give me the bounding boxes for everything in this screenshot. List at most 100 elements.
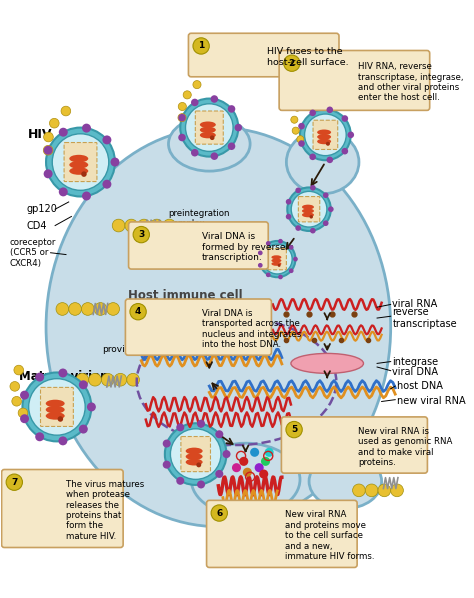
Circle shape	[326, 142, 330, 146]
Text: HIV RNA, reverse
transcriptase, integrase,
and other viral proteins
enter the ho: HIV RNA, reverse transcriptase, integras…	[358, 62, 464, 102]
Circle shape	[258, 263, 263, 268]
Circle shape	[222, 450, 230, 458]
Circle shape	[345, 522, 357, 535]
Ellipse shape	[46, 412, 64, 420]
Text: New viral RNA is
used as genomic RNA
and to make viral
proteins.: New viral RNA is used as genomic RNA and…	[358, 427, 452, 467]
Circle shape	[20, 414, 29, 423]
Circle shape	[193, 81, 201, 89]
Circle shape	[52, 134, 109, 190]
Circle shape	[56, 303, 69, 315]
Circle shape	[298, 123, 305, 129]
Circle shape	[35, 373, 44, 382]
Ellipse shape	[46, 399, 64, 407]
Circle shape	[278, 264, 281, 267]
Text: 5: 5	[291, 425, 297, 434]
Circle shape	[58, 416, 63, 422]
Circle shape	[102, 135, 111, 144]
Circle shape	[291, 191, 327, 227]
Circle shape	[49, 118, 59, 128]
Ellipse shape	[317, 130, 331, 135]
Circle shape	[58, 368, 67, 377]
Text: 1: 1	[198, 41, 204, 50]
Circle shape	[215, 470, 223, 478]
Circle shape	[365, 484, 378, 497]
Text: reverse
transcriptase: reverse transcriptase	[392, 307, 457, 329]
Ellipse shape	[191, 443, 300, 515]
Circle shape	[76, 373, 89, 386]
FancyBboxPatch shape	[207, 501, 357, 568]
Circle shape	[178, 114, 186, 121]
Circle shape	[310, 109, 316, 116]
Circle shape	[353, 484, 365, 497]
Text: gp120: gp120	[26, 204, 57, 214]
Circle shape	[342, 115, 348, 122]
Circle shape	[137, 219, 150, 232]
Ellipse shape	[302, 205, 314, 209]
Circle shape	[22, 373, 91, 441]
Ellipse shape	[200, 127, 216, 133]
Text: 3: 3	[138, 230, 145, 239]
Circle shape	[87, 402, 96, 411]
FancyBboxPatch shape	[1, 469, 123, 548]
Ellipse shape	[272, 258, 282, 263]
Circle shape	[232, 463, 241, 472]
Text: 2: 2	[289, 59, 295, 68]
Circle shape	[266, 241, 271, 246]
Text: Viral DNA is
formed by reverse
transcription.: Viral DNA is formed by reverse transcrip…	[202, 233, 285, 262]
FancyBboxPatch shape	[64, 142, 97, 182]
Circle shape	[193, 38, 210, 54]
Circle shape	[210, 95, 218, 103]
Circle shape	[332, 522, 345, 535]
Circle shape	[258, 251, 263, 255]
Circle shape	[180, 99, 238, 157]
Circle shape	[150, 219, 163, 232]
Circle shape	[295, 188, 301, 193]
Circle shape	[264, 448, 273, 457]
FancyBboxPatch shape	[126, 299, 272, 355]
Circle shape	[125, 219, 137, 232]
Circle shape	[287, 187, 331, 231]
Circle shape	[327, 106, 333, 113]
Text: viral RNA: viral RNA	[392, 300, 438, 309]
Circle shape	[94, 303, 107, 315]
Text: viral DNA: viral DNA	[392, 367, 438, 377]
Circle shape	[112, 219, 125, 232]
Circle shape	[44, 132, 53, 142]
Text: new viral RNA: new viral RNA	[397, 396, 465, 407]
Circle shape	[342, 148, 348, 154]
Circle shape	[114, 373, 127, 386]
Circle shape	[239, 457, 248, 466]
Circle shape	[59, 128, 68, 137]
Circle shape	[286, 214, 292, 219]
Circle shape	[18, 408, 28, 418]
Circle shape	[235, 124, 242, 132]
Circle shape	[178, 114, 186, 122]
Circle shape	[163, 440, 171, 447]
Circle shape	[89, 373, 101, 386]
Ellipse shape	[200, 132, 216, 138]
Circle shape	[44, 169, 53, 178]
Circle shape	[196, 462, 201, 468]
Text: coreceptor
(CCR5 or
CXCR4): coreceptor (CCR5 or CXCR4)	[10, 238, 56, 268]
FancyBboxPatch shape	[268, 248, 286, 270]
Circle shape	[191, 99, 199, 106]
Text: 7: 7	[11, 478, 18, 487]
Circle shape	[28, 379, 85, 435]
Text: 6: 6	[216, 508, 222, 517]
Circle shape	[197, 480, 205, 489]
Circle shape	[278, 239, 283, 243]
Circle shape	[178, 102, 186, 111]
Circle shape	[59, 187, 68, 196]
Text: preintegration
complex: preintegration complex	[168, 209, 230, 228]
Circle shape	[163, 460, 171, 469]
Ellipse shape	[186, 453, 202, 460]
Ellipse shape	[302, 209, 314, 213]
Ellipse shape	[168, 117, 250, 171]
Text: The virus matures
when protease
releases the
proteins that
form the
mature HIV.: The virus matures when protease releases…	[66, 480, 144, 541]
Circle shape	[43, 145, 53, 155]
Circle shape	[102, 180, 111, 189]
Circle shape	[79, 425, 88, 434]
Circle shape	[127, 373, 139, 386]
Circle shape	[286, 422, 302, 438]
Circle shape	[310, 228, 316, 233]
